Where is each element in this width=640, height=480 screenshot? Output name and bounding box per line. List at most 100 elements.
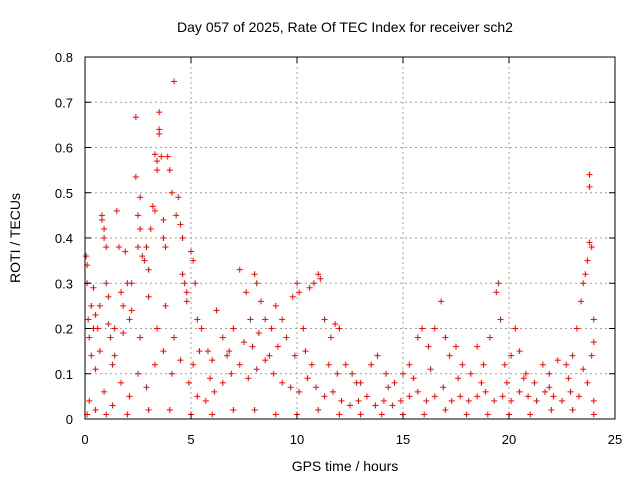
- data-point: [283, 334, 290, 341]
- data-point: [491, 397, 498, 404]
- x-tick-labels: 0 5 10 15 20 25: [81, 432, 622, 447]
- data-point: [179, 271, 186, 278]
- data-point: [349, 370, 356, 377]
- data-point: [168, 189, 175, 196]
- data-point: [118, 289, 125, 296]
- data-point: [522, 370, 529, 377]
- data-point: [325, 361, 332, 368]
- data-point: [321, 393, 328, 400]
- data-point: [251, 406, 258, 413]
- data-point: [204, 348, 211, 355]
- data-point: [177, 357, 184, 364]
- data-point: [533, 397, 540, 404]
- data-point: [86, 334, 93, 341]
- data-point: [194, 393, 201, 400]
- data-point: [374, 352, 381, 359]
- data-point: [253, 280, 260, 287]
- data-point: [516, 388, 523, 395]
- data-point: [588, 244, 595, 251]
- data-point: [198, 325, 205, 332]
- data-point: [448, 397, 455, 404]
- data-point: [154, 167, 161, 174]
- data-point: [588, 352, 595, 359]
- y-tick-label: 0.4: [55, 231, 73, 246]
- data-point: [525, 393, 532, 400]
- data-point: [85, 316, 92, 323]
- data-point: [228, 370, 235, 377]
- data-point: [190, 361, 197, 368]
- data-point: [224, 352, 231, 359]
- data-point: [582, 271, 589, 278]
- data-point: [196, 348, 203, 355]
- data-point: [467, 370, 474, 377]
- data-point: [368, 361, 375, 368]
- data-point: [145, 293, 152, 300]
- data-point: [503, 379, 510, 386]
- data-point: [137, 225, 144, 232]
- data-point: [188, 248, 194, 255]
- data-point: [310, 280, 317, 287]
- data-point: [149, 203, 156, 210]
- data-point: [554, 357, 561, 364]
- data-points: [83, 78, 597, 418]
- x-tick-label: 20: [502, 432, 516, 447]
- data-point: [383, 370, 390, 377]
- data-point: [272, 411, 279, 418]
- data-point: [135, 212, 141, 219]
- data-point: [154, 325, 161, 332]
- data-point: [279, 316, 286, 323]
- data-point: [175, 194, 182, 201]
- data-point: [202, 397, 209, 404]
- y-tick-label: 0.6: [55, 141, 73, 156]
- data-point: [438, 298, 445, 305]
- data-point: [181, 280, 188, 287]
- data-point: [313, 384, 320, 391]
- data-point: [334, 370, 341, 377]
- data-point: [213, 307, 220, 314]
- data-point: [569, 352, 576, 359]
- data-point: [126, 316, 133, 323]
- data-point: [542, 388, 549, 395]
- data-point: [105, 320, 112, 327]
- data-point: [563, 361, 570, 368]
- data-point: [266, 352, 273, 359]
- data-point: [414, 334, 421, 341]
- data-point: [236, 266, 243, 273]
- data-point: [158, 153, 165, 160]
- data-point: [482, 388, 489, 395]
- data-point: [478, 379, 485, 386]
- data-point: [103, 280, 110, 287]
- data-point: [177, 221, 184, 228]
- data-point: [590, 411, 597, 418]
- data-point: [173, 212, 180, 219]
- data-point: [336, 411, 343, 418]
- data-point: [156, 109, 163, 116]
- data-point: [385, 384, 392, 391]
- data-point: [253, 366, 260, 373]
- data-point: [230, 325, 237, 332]
- data-point: [128, 307, 135, 314]
- data-point: [586, 183, 593, 190]
- data-point: [406, 393, 413, 400]
- data-point: [372, 402, 379, 409]
- data-point: [442, 334, 449, 341]
- data-point: [565, 375, 572, 382]
- data-point: [321, 316, 328, 323]
- data-point: [107, 334, 114, 341]
- data-point: [171, 78, 178, 85]
- data-point: [241, 339, 247, 346]
- data-point: [431, 393, 438, 400]
- data-point: [527, 411, 534, 418]
- x-tick-label: 5: [187, 432, 194, 447]
- data-point: [300, 325, 307, 332]
- data-point: [304, 375, 311, 382]
- data-point: [508, 397, 515, 404]
- data-point: [457, 393, 464, 400]
- data-point: [336, 325, 343, 332]
- data-point: [113, 207, 120, 214]
- data-point: [94, 325, 101, 332]
- data-point: [103, 244, 110, 251]
- data-point: [342, 361, 349, 368]
- y-tick-label: 0: [66, 412, 73, 427]
